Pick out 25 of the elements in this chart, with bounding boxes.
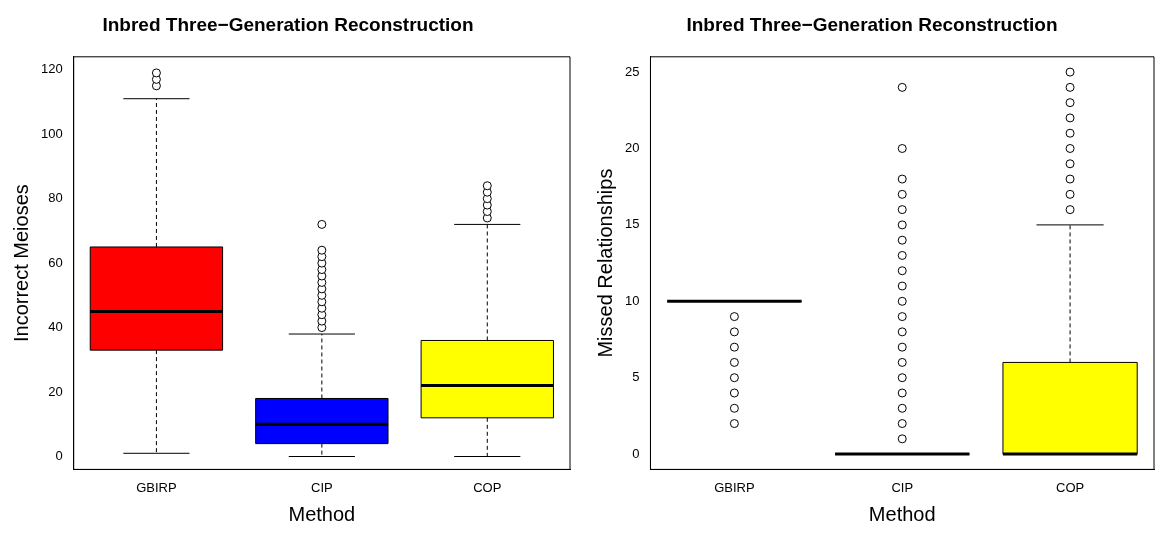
x-tick-label: COP xyxy=(1055,479,1085,495)
y-tick-label: 25 xyxy=(624,63,640,79)
y-tick-label: 15 xyxy=(624,216,640,232)
y-tick-label: 60 xyxy=(48,254,63,270)
chart-title: Inbred Three−Generation Reconstruction xyxy=(102,13,474,35)
chart-title: Inbred Three−Generation Reconstruction xyxy=(686,13,1058,35)
x-tick-label: COP xyxy=(473,479,502,495)
y-tick-label: 120 xyxy=(40,61,63,77)
x-axis-title: Method xyxy=(288,502,356,525)
y-tick-label: 100 xyxy=(40,125,63,141)
y-tick-label: 0 xyxy=(632,445,640,461)
y-tick-label: 40 xyxy=(48,319,63,335)
y-tick-label: 5 xyxy=(632,369,640,385)
x-axis-title: Method xyxy=(868,502,936,525)
x-tick-label: GBIRP xyxy=(136,479,177,495)
y-axis-title: Missed Relationships xyxy=(593,168,616,358)
y-tick-label: 0 xyxy=(55,448,63,464)
y-axis-title: Incorrect Meioses xyxy=(9,184,32,343)
y-tick-label: 20 xyxy=(624,140,640,156)
y-tick-label: 10 xyxy=(624,292,640,308)
x-tick-label: CIP xyxy=(891,479,914,495)
y-tick-label: 80 xyxy=(48,190,63,206)
x-tick-label: GBIRP xyxy=(714,479,755,495)
y-tick-label: 20 xyxy=(48,383,63,399)
x-tick-label: CIP xyxy=(311,479,333,495)
